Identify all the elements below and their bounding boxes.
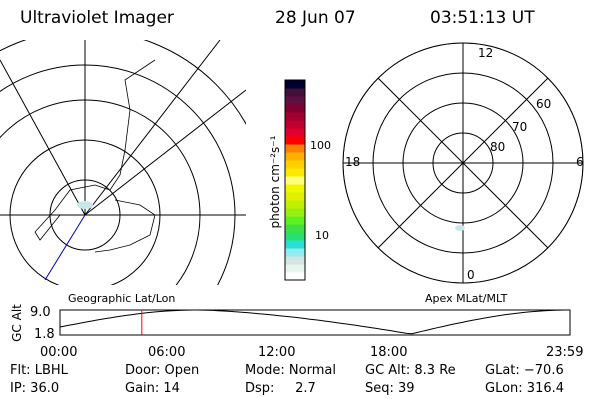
info-field: Seq: 39 xyxy=(365,381,415,396)
lat-80: 80 xyxy=(490,140,506,154)
colorbar-swatch xyxy=(285,160,305,169)
colorbar-swatch xyxy=(285,104,305,113)
colorbar-swatch xyxy=(285,224,305,233)
colorbar-swatch xyxy=(285,208,305,217)
alt-curve xyxy=(59,309,570,335)
xtick: 00:00 xyxy=(40,345,78,360)
colorbar-swatch xyxy=(285,272,305,281)
colorbar-swatch xyxy=(285,168,305,177)
colorbar xyxy=(285,80,305,281)
colorbar-swatch xyxy=(285,192,305,201)
mlt-0: 0 xyxy=(467,268,475,282)
colorbar-swatch xyxy=(285,80,305,89)
info-field: GLat: −70.6 xyxy=(485,363,564,378)
colorbar-swatch xyxy=(285,112,305,121)
colorbar-tick-100: 100 xyxy=(310,139,331,152)
xtick: 12:00 xyxy=(258,345,296,360)
info-field: Door: Open xyxy=(125,363,200,378)
colorbar-swatch xyxy=(285,176,305,185)
title: Ultraviolet Imager xyxy=(20,8,174,28)
info-field: Dsp: 2.7 xyxy=(245,381,316,396)
colorbar-swatch xyxy=(285,248,305,257)
right-caption: Apex MLat/MLT xyxy=(425,292,508,305)
colorbar-swatch xyxy=(285,144,305,153)
colorbar-swatch xyxy=(285,120,305,129)
lat-70: 70 xyxy=(512,120,528,134)
lat-60: 60 xyxy=(536,97,552,111)
colorbar-label: photon cm⁻²s⁻¹ xyxy=(268,135,282,229)
mlt-18: 18 xyxy=(345,155,361,169)
info-field: GC Alt: 8.3 Re xyxy=(365,363,456,378)
ytick-1.8: 1.8 xyxy=(34,327,55,342)
colorbar-tick-10: 10 xyxy=(315,229,329,242)
colorbar-swatch xyxy=(285,216,305,225)
info-field: Flt: LBHL xyxy=(10,363,68,378)
xtick: 18:00 xyxy=(370,345,408,360)
info-field: IP: 36.0 xyxy=(10,381,60,396)
info-field: Mode: Normal xyxy=(245,363,336,378)
colorbar-swatch xyxy=(285,232,305,241)
colorbar-swatch xyxy=(285,96,305,105)
xtick: 23:59 xyxy=(546,345,584,360)
geographic-map xyxy=(0,40,246,285)
colorbar-swatch xyxy=(285,184,305,193)
colorbar-swatch xyxy=(285,256,305,265)
info-field: Gain: 14 xyxy=(125,381,180,396)
info-field: GLon: 316.4 xyxy=(485,381,565,396)
altitude-plot xyxy=(59,309,571,336)
mlt-12: 12 xyxy=(478,46,494,60)
colorbar-swatch xyxy=(285,152,305,161)
colorbar-swatch xyxy=(285,128,305,137)
date: 28 Jun 07 xyxy=(275,8,356,28)
colorbar-swatch xyxy=(285,200,305,209)
left-caption: Geographic Lat/Lon xyxy=(68,292,176,305)
alt-frame xyxy=(59,309,571,336)
colorbar-swatch xyxy=(285,240,305,249)
ytick-9: 9.0 xyxy=(30,305,51,320)
xtick: 06:00 xyxy=(148,345,186,360)
colorbar-swatch xyxy=(285,264,305,273)
alt-ylabel: GC Alt xyxy=(10,304,24,342)
time: 03:51:13 UT xyxy=(430,8,535,28)
mlt-6: 6 xyxy=(576,155,584,169)
apex-polar-grid xyxy=(343,43,583,283)
colorbar-swatch xyxy=(285,136,305,145)
colorbar-swatch xyxy=(285,88,305,97)
